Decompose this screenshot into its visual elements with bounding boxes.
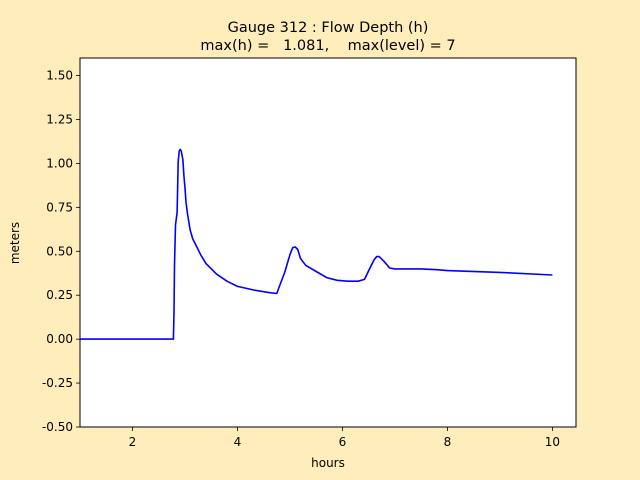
- chart-title-line2: max(h) = 1.081, max(level) = 7: [200, 38, 455, 54]
- x-axis: 2 4 6 8 10: [129, 427, 560, 449]
- x-axis-label: hours: [311, 456, 345, 470]
- y-tick-label: 0.50: [46, 244, 73, 258]
- x-tick-label: 8: [444, 435, 452, 449]
- y-tick-label: -0.25: [42, 376, 73, 390]
- y-tick-label: 0.75: [46, 200, 73, 214]
- y-tick-label: 0.25: [46, 288, 73, 302]
- chart-title-line1: Gauge 312 : Flow Depth (h): [228, 20, 429, 36]
- series-layer: [80, 148, 553, 340]
- y-tick-label: -0.50: [42, 420, 73, 434]
- y-axis: -0.50 -0.25 0.00 0.25 0.50 0.75 1.00 1.25 1.50: [42, 69, 80, 434]
- x-tick-label: 6: [339, 435, 347, 449]
- x-tick-label: 4: [234, 435, 242, 449]
- y-tick-label: 1.00: [46, 156, 73, 170]
- y-tick-label: 1.50: [46, 69, 73, 83]
- x-tick-label: 2: [129, 435, 137, 449]
- y-tick-label: 1.25: [46, 113, 73, 127]
- x-tick-label: 10: [545, 435, 560, 449]
- plot-area: [80, 58, 576, 427]
- y-axis-label: meters: [8, 222, 22, 264]
- y-tick-label: 0.00: [46, 332, 73, 346]
- series-line-0: [80, 148, 553, 340]
- plot-frame: [79, 57, 577, 428]
